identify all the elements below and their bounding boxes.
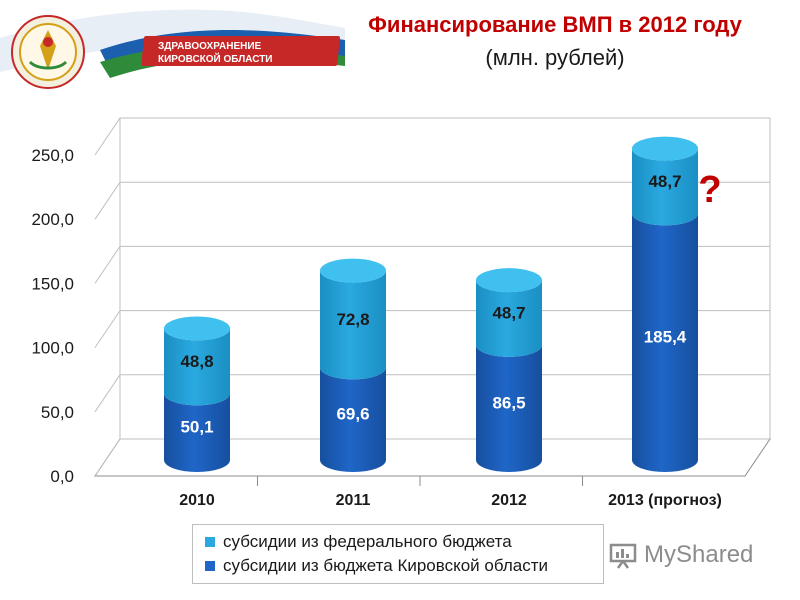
title-unit: (млн. рублей) bbox=[485, 45, 625, 70]
bar-regional-2013 (прогноз) bbox=[632, 213, 698, 472]
y-tick-label: 250,0 bbox=[31, 146, 74, 165]
data-label-regional-2013 (прогноз): 185,4 bbox=[644, 328, 687, 347]
bar-regional-2011 bbox=[320, 367, 386, 472]
bar-cap-2010 bbox=[164, 316, 230, 341]
y-tick-label: 0,0 bbox=[50, 467, 74, 486]
bar-regional-2010 bbox=[164, 393, 230, 472]
bar-regional-2012 bbox=[476, 344, 542, 472]
watermark: MyShared bbox=[608, 538, 753, 572]
y-tick-label: 150,0 bbox=[31, 274, 74, 293]
legend-swatch-regional bbox=[205, 561, 215, 571]
gridline bbox=[94, 117, 770, 156]
data-label-regional-2012: 86,5 bbox=[492, 393, 525, 412]
y-tick-label: 200,0 bbox=[31, 210, 74, 229]
title-main: Финансирование ВМП в 2012 году bbox=[368, 12, 742, 37]
watermark-text: MyShared bbox=[644, 541, 754, 568]
chart: 0,0 50,0 100,0 150,0 200,0 250,0 50,1 48,8 201… bbox=[31, 117, 771, 509]
legend-item-regional: субсидии из бюджета Кировской области bbox=[205, 555, 548, 577]
presentation-icon bbox=[609, 543, 637, 569]
data-label-federal-2011: 72,8 bbox=[336, 310, 369, 329]
data-label-federal-2010: 48,8 bbox=[180, 352, 213, 371]
question-annotation: ? bbox=[698, 169, 721, 211]
data-label-federal-2013 (прогноз): 48,7 bbox=[648, 172, 681, 191]
emblem-icon bbox=[11, 15, 85, 89]
x-tick-label: 2010 bbox=[179, 492, 215, 509]
logo-text-line1: ЗДРАВООХРАНЕНИЕ bbox=[158, 41, 262, 52]
logo-banner: ЗДРАВООХРАНЕНИЕ КИРОВСКОЙ ОБЛАСТИ bbox=[0, 9, 345, 89]
data-label-regional-2010: 50,1 bbox=[180, 418, 213, 437]
gridline bbox=[94, 374, 770, 413]
gridline bbox=[94, 245, 770, 284]
data-label-federal-2012: 48,7 bbox=[492, 304, 525, 323]
data-label-regional-2011: 69,6 bbox=[336, 405, 369, 424]
bar-cap-2013 (прогноз) bbox=[632, 136, 698, 161]
gridline bbox=[94, 438, 770, 477]
logo-text-line2: КИРОВСКОЙ ОБЛАСТИ bbox=[158, 52, 273, 65]
bar-federal-2010 bbox=[164, 328, 230, 406]
gridline bbox=[94, 181, 770, 220]
y-tick-label: 50,0 bbox=[41, 403, 74, 422]
legend-swatch-federal bbox=[205, 537, 215, 547]
x-tick-label: 2012 bbox=[491, 492, 527, 509]
chart-legend: субсидии из федерального бюджета субсиди… bbox=[192, 524, 604, 584]
bar-federal-2012 bbox=[476, 280, 542, 357]
y-tick-label: 100,0 bbox=[31, 339, 74, 358]
legend-label-federal: субсидии из федерального бюджета bbox=[223, 532, 512, 551]
bar-federal-2011 bbox=[320, 270, 386, 380]
bar-cap-2011 bbox=[320, 258, 386, 283]
bar-cap-2012 bbox=[476, 268, 542, 293]
x-tick-label: 2011 bbox=[336, 492, 371, 509]
legend-item-federal: субсидии из федерального бюджета bbox=[205, 531, 512, 553]
page-title: Финансирование ВМП в 2012 году (млн. руб… bbox=[340, 8, 770, 74]
bar-federal-2013 (прогноз) bbox=[632, 148, 698, 226]
gridline bbox=[94, 310, 770, 348]
legend-label-regional: субсидии из бюджета Кировской области bbox=[223, 556, 548, 575]
x-tick-label: 2013 (прогноз) bbox=[608, 492, 722, 509]
